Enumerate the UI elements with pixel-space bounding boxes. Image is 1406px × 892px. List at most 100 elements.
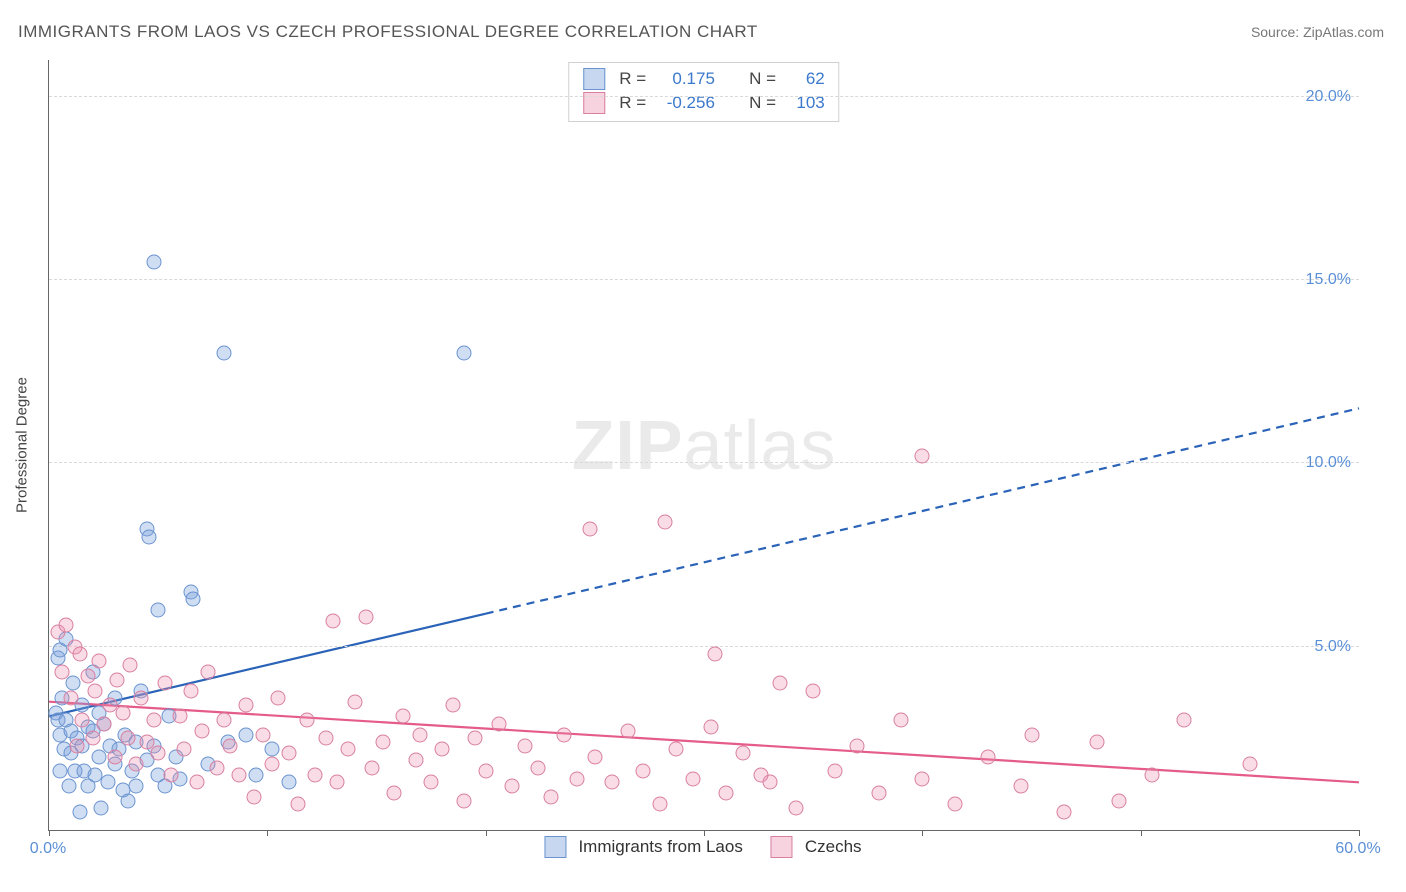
data-point-laos xyxy=(216,346,231,361)
data-point-czechs xyxy=(216,713,231,728)
data-point-czechs xyxy=(238,698,253,713)
data-point-czechs xyxy=(736,746,751,761)
data-point-czechs xyxy=(92,654,107,669)
data-point-czechs xyxy=(116,705,131,720)
data-point-czechs xyxy=(74,713,89,728)
data-point-laos xyxy=(264,742,279,757)
grid-line xyxy=(49,462,1359,463)
data-point-czechs xyxy=(686,771,701,786)
data-point-czechs xyxy=(319,731,334,746)
data-point-czechs xyxy=(703,720,718,735)
data-point-czechs xyxy=(190,775,205,790)
data-point-czechs xyxy=(177,742,192,757)
data-point-czechs xyxy=(85,731,100,746)
data-point-czechs xyxy=(59,617,74,632)
legend-label-laos: Immigrants from Laos xyxy=(578,837,742,857)
data-point-czechs xyxy=(915,449,930,464)
data-point-czechs xyxy=(194,724,209,739)
data-point-czechs xyxy=(871,786,886,801)
data-point-laos xyxy=(52,764,67,779)
data-point-czechs xyxy=(395,709,410,724)
data-point-czechs xyxy=(255,727,270,742)
data-point-czechs xyxy=(587,749,602,764)
stats-n-value-laos: 62 xyxy=(791,67,825,91)
stats-n-label: N = xyxy=(749,67,781,91)
legend-label-czechs: Czechs xyxy=(805,837,862,857)
data-point-laos xyxy=(142,529,157,544)
data-point-czechs xyxy=(605,775,620,790)
data-point-czechs xyxy=(517,738,532,753)
y-tick-label: 10.0% xyxy=(1306,454,1351,472)
x-tick xyxy=(49,830,50,836)
stats-r-label: R = xyxy=(619,67,651,91)
data-point-czechs xyxy=(133,691,148,706)
data-point-czechs xyxy=(247,790,262,805)
data-point-czechs xyxy=(653,797,668,812)
data-point-czechs xyxy=(570,771,585,786)
x-tick xyxy=(1141,830,1142,836)
data-point-czechs xyxy=(164,768,179,783)
grid-line xyxy=(49,96,1359,97)
legend-item-czechs: Czechs xyxy=(771,836,862,858)
data-point-czechs xyxy=(72,647,87,662)
data-point-czechs xyxy=(1144,768,1159,783)
data-point-czechs xyxy=(290,797,305,812)
source-attribution: Source: ZipAtlas.com xyxy=(1251,24,1384,40)
data-point-czechs xyxy=(107,749,122,764)
data-point-czechs xyxy=(120,731,135,746)
y-tick-label: 5.0% xyxy=(1315,638,1351,656)
data-point-czechs xyxy=(376,735,391,750)
stats-r-value-czechs: -0.256 xyxy=(661,91,715,115)
data-point-laos xyxy=(120,793,135,808)
data-point-czechs xyxy=(81,669,96,684)
data-point-czechs xyxy=(828,764,843,779)
stats-n-label: N = xyxy=(749,91,781,115)
legend-swatch-laos xyxy=(583,68,605,90)
data-point-czechs xyxy=(531,760,546,775)
data-point-laos xyxy=(249,768,264,783)
x-tick-label: 0.0% xyxy=(30,840,66,858)
y-axis-title: Professional Degree xyxy=(14,377,31,513)
data-point-czechs xyxy=(70,738,85,753)
data-point-czechs xyxy=(201,665,216,680)
data-point-czechs xyxy=(408,753,423,768)
data-point-czechs xyxy=(1111,793,1126,808)
data-point-czechs xyxy=(544,790,559,805)
data-point-czechs xyxy=(109,672,124,687)
data-point-laos xyxy=(146,254,161,269)
data-point-laos xyxy=(129,779,144,794)
data-point-czechs xyxy=(424,775,439,790)
data-point-czechs xyxy=(55,665,70,680)
x-tick xyxy=(267,830,268,836)
stats-row-laos: R = 0.175 N = 62 xyxy=(583,67,824,91)
data-point-laos xyxy=(66,676,81,691)
x-tick xyxy=(486,830,487,836)
data-point-czechs xyxy=(151,746,166,761)
x-tick xyxy=(1359,830,1360,836)
data-point-czechs xyxy=(915,771,930,786)
data-point-czechs xyxy=(762,775,777,790)
data-point-czechs xyxy=(365,760,380,775)
y-tick-label: 15.0% xyxy=(1306,271,1351,289)
data-point-czechs xyxy=(308,768,323,783)
data-point-czechs xyxy=(1057,804,1072,819)
data-point-czechs xyxy=(657,515,672,530)
data-point-czechs xyxy=(386,786,401,801)
data-point-czechs xyxy=(325,614,340,629)
data-point-czechs xyxy=(129,757,144,772)
data-point-czechs xyxy=(583,522,598,537)
data-point-czechs xyxy=(358,610,373,625)
data-point-czechs xyxy=(231,768,246,783)
data-point-czechs xyxy=(210,760,225,775)
data-point-laos xyxy=(186,592,201,607)
data-point-czechs xyxy=(504,779,519,794)
legend-swatch-czechs xyxy=(771,836,793,858)
data-point-czechs xyxy=(223,738,238,753)
stats-row-czechs: R = -0.256 N = 103 xyxy=(583,91,824,115)
data-point-czechs xyxy=(1024,727,1039,742)
data-point-czechs xyxy=(435,742,450,757)
data-point-czechs xyxy=(806,683,821,698)
data-point-czechs xyxy=(635,764,650,779)
watermark: ZIPatlas xyxy=(572,405,837,485)
data-point-czechs xyxy=(341,742,356,757)
